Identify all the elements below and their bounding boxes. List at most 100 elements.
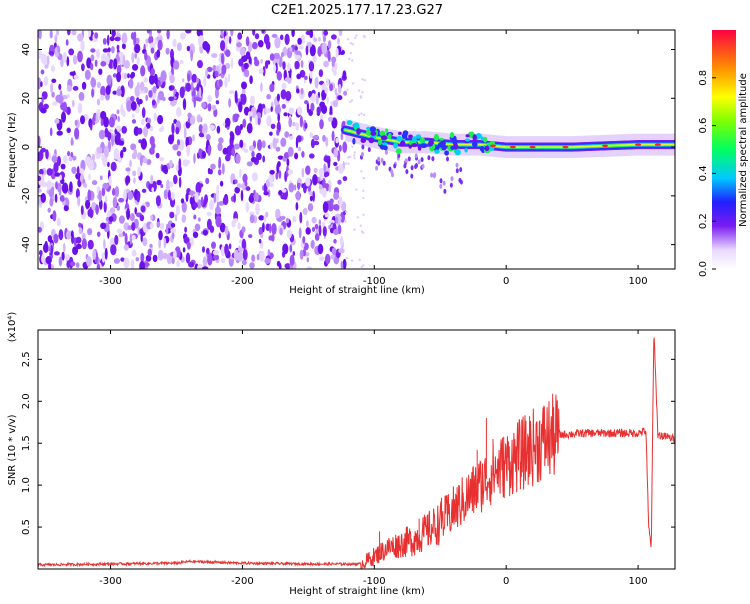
noise-dot bbox=[362, 189, 365, 192]
noise-blob bbox=[324, 212, 330, 218]
noise-blob bbox=[183, 127, 187, 139]
spectrogram-frame bbox=[37, 29, 676, 270]
noise-blob bbox=[40, 81, 43, 88]
noise-blob bbox=[246, 123, 253, 134]
noise-blob bbox=[129, 233, 133, 246]
noise-dot bbox=[361, 78, 364, 81]
track-blob bbox=[396, 135, 403, 142]
noise-blob bbox=[104, 127, 109, 138]
plume-blob bbox=[449, 182, 453, 188]
noise-blob bbox=[106, 34, 110, 46]
plume-blob bbox=[361, 144, 365, 150]
noise-blob bbox=[54, 34, 58, 43]
noise-blob bbox=[100, 222, 107, 230]
noise-blob bbox=[139, 155, 143, 167]
noise-blob bbox=[337, 37, 340, 45]
noise-blob bbox=[53, 233, 59, 244]
noise-blob bbox=[70, 230, 74, 238]
noise-blob bbox=[248, 234, 253, 239]
noise-blob bbox=[70, 137, 74, 146]
noise-blob bbox=[67, 150, 71, 157]
noise-blob bbox=[241, 81, 247, 90]
noise-blob bbox=[263, 214, 267, 223]
noise-blob bbox=[149, 243, 153, 248]
noise-blob bbox=[185, 82, 192, 92]
track-blob bbox=[480, 136, 484, 141]
noise-blob bbox=[240, 189, 244, 202]
noise-blob bbox=[38, 188, 42, 193]
noise-blob bbox=[46, 168, 53, 176]
noise-blob bbox=[185, 30, 192, 34]
plume-blob bbox=[393, 163, 397, 169]
noise-blob bbox=[148, 74, 155, 85]
noise-blob bbox=[225, 49, 231, 57]
noise-blob bbox=[139, 260, 145, 269]
noise-blob bbox=[78, 222, 82, 228]
noise-blob bbox=[140, 205, 146, 213]
noise-blob bbox=[51, 155, 58, 163]
noise-blob bbox=[185, 136, 190, 148]
noise-blob bbox=[189, 190, 196, 195]
noise-blob bbox=[198, 148, 202, 157]
noise-blob bbox=[221, 163, 225, 175]
noise-blob bbox=[76, 165, 80, 176]
noise-blob bbox=[110, 244, 117, 256]
x-tick-label: 100 bbox=[629, 576, 648, 587]
spectrogram-x-ticks: -300 -200 -100 0 100 bbox=[99, 30, 648, 287]
noise-blob bbox=[197, 35, 205, 47]
noise-blob bbox=[53, 162, 59, 173]
noise-blob bbox=[211, 241, 216, 249]
noise-blob bbox=[193, 153, 196, 164]
noise-blob bbox=[96, 48, 100, 59]
noise-blob bbox=[153, 73, 158, 85]
noise-blob bbox=[72, 55, 78, 65]
noise-blob bbox=[277, 113, 281, 123]
noise-dot bbox=[353, 156, 356, 160]
noise-blob bbox=[252, 41, 258, 50]
noise-blob bbox=[237, 251, 244, 262]
snr-x-label: Height of straight line (km) bbox=[289, 586, 425, 597]
noise-blob bbox=[142, 157, 148, 164]
noise-blob bbox=[219, 180, 224, 187]
noise-blob bbox=[133, 177, 136, 184]
noise-blob bbox=[258, 215, 265, 221]
noise-blob bbox=[307, 203, 314, 212]
y-tick-label: 2.5 bbox=[21, 351, 32, 367]
noise-blob bbox=[157, 249, 164, 261]
noise-dot bbox=[361, 91, 364, 94]
noise-blob bbox=[84, 156, 92, 165]
noise-blob bbox=[90, 54, 95, 62]
noise-blob bbox=[196, 83, 199, 92]
track-hotspot bbox=[509, 145, 516, 149]
noise-blob bbox=[338, 163, 344, 174]
noise-blob bbox=[49, 30, 53, 39]
noise-blob bbox=[289, 254, 295, 266]
noise-blob bbox=[54, 193, 58, 203]
noise-blob bbox=[46, 55, 50, 66]
noise-blob bbox=[123, 257, 130, 269]
noise-blob bbox=[47, 207, 51, 213]
noise-blob bbox=[281, 51, 284, 58]
noise-blob bbox=[289, 244, 293, 253]
noise-blob bbox=[234, 90, 238, 102]
noise-blob bbox=[266, 115, 272, 127]
noise-blob bbox=[173, 89, 176, 95]
noise-blob bbox=[212, 64, 217, 73]
plume-blob bbox=[407, 156, 411, 162]
noise-blob bbox=[158, 238, 162, 249]
plume-blob bbox=[417, 159, 421, 165]
noise-blob bbox=[285, 90, 292, 102]
plume-blob bbox=[455, 168, 459, 174]
noise-dot bbox=[360, 265, 363, 269]
noise-blob bbox=[243, 62, 249, 70]
noise-blob bbox=[312, 174, 318, 186]
noise-blob bbox=[173, 249, 177, 260]
snr-series-line bbox=[38, 337, 675, 569]
noise-blob bbox=[71, 30, 77, 36]
noise-dot bbox=[362, 177, 365, 180]
noise-blob bbox=[276, 93, 280, 102]
noise-blob bbox=[342, 70, 347, 79]
noise-blob bbox=[52, 210, 57, 222]
noise-dot bbox=[349, 51, 352, 55]
noise-blob bbox=[100, 85, 106, 97]
